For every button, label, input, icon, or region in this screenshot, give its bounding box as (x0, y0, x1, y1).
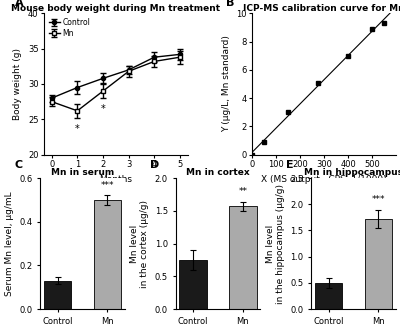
Text: A: A (15, 0, 24, 8)
Title: Mouse body weight during Mn treatment: Mouse body weight during Mn treatment (11, 4, 220, 13)
Text: E: E (286, 160, 294, 170)
Y-axis label: Mn level
in the hippocampus (µg/g): Mn level in the hippocampus (µg/g) (266, 183, 285, 304)
Bar (315, 283, 342, 309)
Bar (44, 281, 71, 309)
Text: ***: *** (372, 195, 385, 204)
X-axis label: X (MS output , CPS, 1/1000): X (MS output , CPS, 1/1000) (261, 175, 387, 184)
Text: B: B (226, 0, 235, 8)
Title: ICP-MS calibration curve for Mn: ICP-MS calibration curve for Mn (243, 4, 400, 13)
Bar (94, 200, 121, 309)
Text: **: ** (238, 187, 247, 197)
Bar (229, 206, 256, 309)
Text: *: * (101, 104, 105, 114)
Y-axis label: Y (µg/L, Mn standard): Y (µg/L, Mn standard) (222, 36, 231, 132)
Y-axis label: Body weight (g): Body weight (g) (13, 48, 22, 120)
Text: C: C (14, 160, 23, 170)
Title: Mn in hippocampus: Mn in hippocampus (304, 168, 400, 177)
Bar (180, 260, 207, 309)
Text: D: D (150, 160, 160, 170)
Bar (365, 219, 392, 309)
Text: ***: *** (100, 181, 114, 190)
Y-axis label: Mn level
in the cortex (µg/g): Mn level in the cortex (µg/g) (130, 200, 149, 288)
Title: Mn in cortex: Mn in cortex (186, 168, 250, 177)
Legend: Control, Mn: Control, Mn (48, 17, 91, 38)
Text: *: * (75, 124, 80, 133)
Title: Mn in serum: Mn in serum (51, 168, 114, 177)
X-axis label: Months: Months (99, 175, 132, 184)
Y-axis label: Serum Mn level, µg/mL: Serum Mn level, µg/mL (4, 191, 14, 296)
